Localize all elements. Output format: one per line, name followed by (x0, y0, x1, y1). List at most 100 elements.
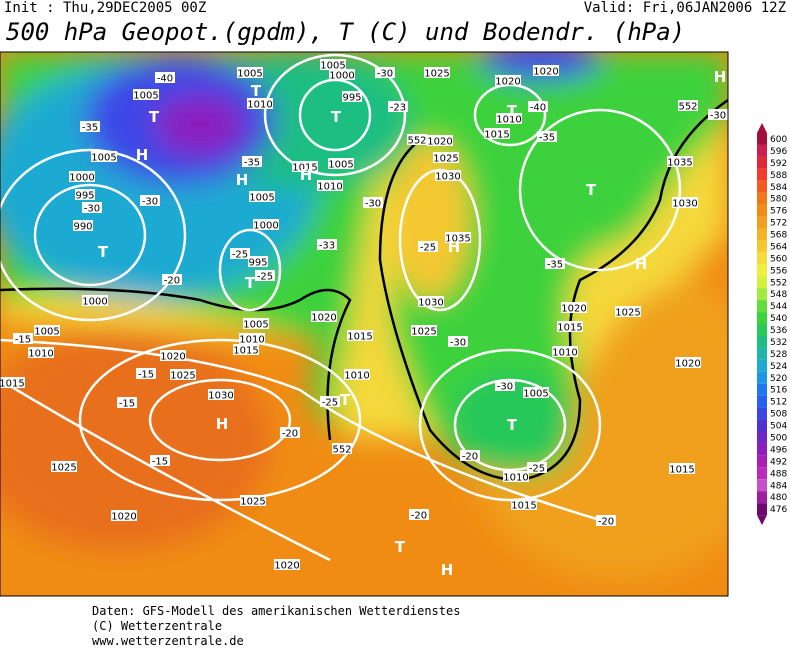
isoline-label-box (82, 202, 102, 213)
isoline-label: 1005 (523, 389, 548, 400)
isoline-label: -20 (598, 517, 614, 528)
colorbar-label: 536 (770, 326, 787, 336)
isoline-label: -25 (420, 243, 436, 254)
isoline-label-box (140, 195, 160, 206)
isoline-label-box (317, 239, 337, 250)
isoline-label-box (495, 380, 515, 391)
isoline-label: -35 (244, 158, 260, 169)
colorbar-label: 488 (770, 469, 787, 479)
isoline-label-box (75, 189, 95, 200)
isoline-label: 1005 (320, 61, 345, 72)
isoline-label-box (91, 151, 117, 162)
isoline-label: 995 (75, 191, 94, 202)
colorbar-cell (757, 443, 767, 456)
footer-copyright: (C) Wetterzentrale (92, 619, 222, 633)
isoline-label-box (136, 368, 156, 379)
isoline-label-box (669, 463, 695, 474)
isoline-label-box (13, 333, 33, 344)
isoline-label-box (255, 270, 275, 281)
colorbar-label: 484 (770, 481, 787, 491)
isoline-label-box (552, 346, 578, 357)
isoline-label: 552 (678, 102, 697, 113)
isoline-label-box (433, 152, 459, 163)
colorbar-label: 532 (770, 338, 787, 348)
colorbar-cell (757, 240, 767, 253)
colorbar-cell (757, 192, 767, 205)
colorbar-label: 520 (770, 374, 787, 384)
isoline-label-box (375, 67, 395, 78)
isoline-label: 1010 (239, 335, 264, 346)
isoline-label: 1020 (311, 313, 336, 324)
colorbar-label: 560 (770, 254, 787, 264)
isoline-label-box (237, 67, 263, 78)
isoline-label-box (0, 377, 25, 388)
isoline-label: 1000 (82, 297, 107, 308)
footer-url: www.wetterzentrale.de (92, 634, 244, 648)
isoline-label-box (537, 131, 557, 142)
isoline-label-box (418, 241, 438, 252)
colorbar-label: 492 (770, 457, 787, 467)
pressure-center: T (245, 274, 256, 292)
isoline-label: 1025 (240, 497, 265, 508)
colorbar-label: 504 (770, 422, 787, 432)
isoline-label: -35 (539, 133, 555, 144)
isoline-label-box (411, 325, 437, 336)
isoline-label-box (363, 197, 383, 208)
colorbar-label: 544 (770, 302, 787, 312)
isoline-label-box (111, 510, 137, 521)
isoline-label-box (435, 170, 461, 181)
isoline-label-box (329, 69, 355, 80)
isoline-label-box (596, 515, 616, 526)
isoline-label: -20 (411, 511, 427, 522)
colorbar-arrow-top (757, 123, 767, 133)
isoline-label: -35 (547, 260, 563, 271)
isoline-label: 1015 (669, 465, 694, 476)
isoline-label-box (495, 75, 521, 86)
colorbar-cell (757, 288, 767, 301)
colorbar-label: 500 (770, 434, 787, 444)
isoline-label: -30 (710, 111, 726, 122)
isoline-label: 1030 (418, 298, 443, 309)
colorbar-cell (757, 371, 767, 384)
isoline-label-box (233, 344, 259, 355)
isoline-label: 1020 (274, 561, 299, 572)
colorbar-cell (757, 156, 767, 169)
isoline-label-box (328, 158, 354, 169)
isoline-label-box (249, 191, 275, 202)
colorbar-cell (757, 503, 767, 516)
colorbar-cell (757, 276, 767, 289)
isoline-label-box (533, 65, 559, 76)
isoline-label-box (557, 321, 583, 332)
pressure-center: H (441, 561, 454, 579)
isoline-label-box (133, 89, 159, 100)
isoline-label: 1005 (133, 91, 158, 102)
isoline-label-box (484, 128, 510, 139)
pressure-center: T (340, 391, 351, 409)
pressure-center: T (251, 82, 262, 100)
isoline-label-box (150, 455, 170, 466)
colorbar-label: 584 (770, 183, 787, 193)
isoline-label-box (708, 109, 728, 120)
isoline-label-box (117, 397, 137, 408)
isoline-label: -40 (157, 74, 173, 85)
isoline-label: -25 (322, 398, 338, 409)
isoline-label: 1000 (253, 221, 278, 232)
isoline-label-box (523, 387, 549, 398)
isoline-label-box (460, 450, 480, 461)
isoline-label: 1010 (317, 182, 342, 193)
isoline-label-box (678, 100, 698, 111)
isoline-label: 1005 (249, 193, 274, 204)
isoline-label: 1030 (208, 391, 233, 402)
map-frame (0, 51, 729, 597)
colorbar-label: 512 (770, 398, 787, 408)
colorbar-label: 548 (770, 290, 787, 300)
isoline-label: -20 (462, 452, 478, 463)
isoline-label: -20 (282, 429, 298, 440)
colorbar-cell (757, 431, 767, 444)
isoline-label: 1025 (51, 463, 76, 474)
colorbar-cell (757, 300, 767, 313)
pressure-center: H (300, 166, 313, 184)
isoline-label: 1020 (160, 352, 185, 363)
colorbar-label: 580 (770, 195, 787, 205)
